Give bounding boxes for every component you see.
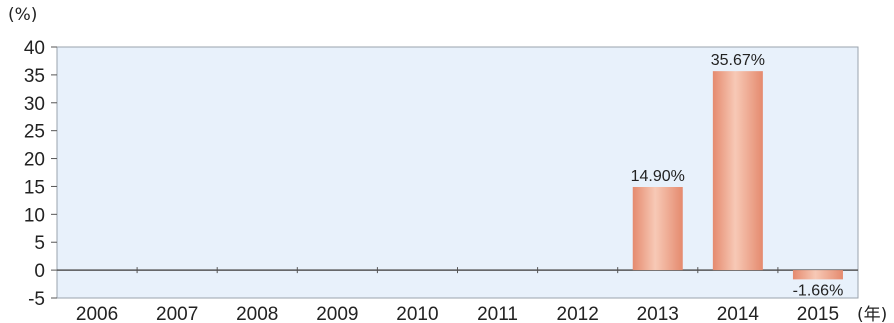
x-tick-label: 2012 bbox=[557, 304, 599, 323]
x-tick-label: 2015 bbox=[797, 304, 839, 323]
y-tick-label: 15 bbox=[24, 177, 45, 198]
y-tick-label: 35 bbox=[24, 66, 45, 87]
y-tick-label: 10 bbox=[24, 205, 45, 226]
y-tick-label: -5 bbox=[28, 289, 45, 310]
x-tick-label: 2014 bbox=[717, 304, 760, 323]
y-axis: -5 0 5 10 15 20 25 30 35 40 bbox=[24, 38, 57, 310]
x-tick-label: 2008 bbox=[236, 304, 278, 323]
x-tick-label: 2011 bbox=[477, 304, 518, 323]
x-axis-unit-label: (年) bbox=[857, 305, 887, 323]
data-label: -1.66% bbox=[793, 282, 844, 299]
y-tick-label: 30 bbox=[24, 94, 45, 115]
y-tick-label: 40 bbox=[24, 38, 45, 59]
bars bbox=[632, 71, 843, 280]
x-tick-label: 2013 bbox=[637, 304, 679, 323]
y-tick-label: 5 bbox=[34, 233, 45, 254]
x-axis: 2006 2007 2008 2009 2010 2011 2012 2013 2014 2015 bbox=[57, 267, 858, 323]
data-labels: 14.90% 35.67% -1.66% bbox=[631, 52, 844, 299]
x-tick-label: 2007 bbox=[156, 304, 198, 323]
x-tick-label: 2006 bbox=[76, 304, 118, 323]
bar bbox=[632, 187, 683, 271]
bar bbox=[792, 270, 843, 280]
y-axis-unit-label: (%) bbox=[8, 5, 37, 25]
data-label: 14.90% bbox=[631, 168, 685, 185]
x-tick-label: 2009 bbox=[316, 304, 358, 323]
y-tick-label: 20 bbox=[24, 150, 45, 171]
data-label: 35.67% bbox=[711, 52, 765, 69]
bar bbox=[712, 71, 763, 271]
y-tick-label: 25 bbox=[24, 122, 45, 143]
y-tick-label: 0 bbox=[34, 261, 45, 282]
x-tick-label: 2010 bbox=[396, 304, 438, 323]
